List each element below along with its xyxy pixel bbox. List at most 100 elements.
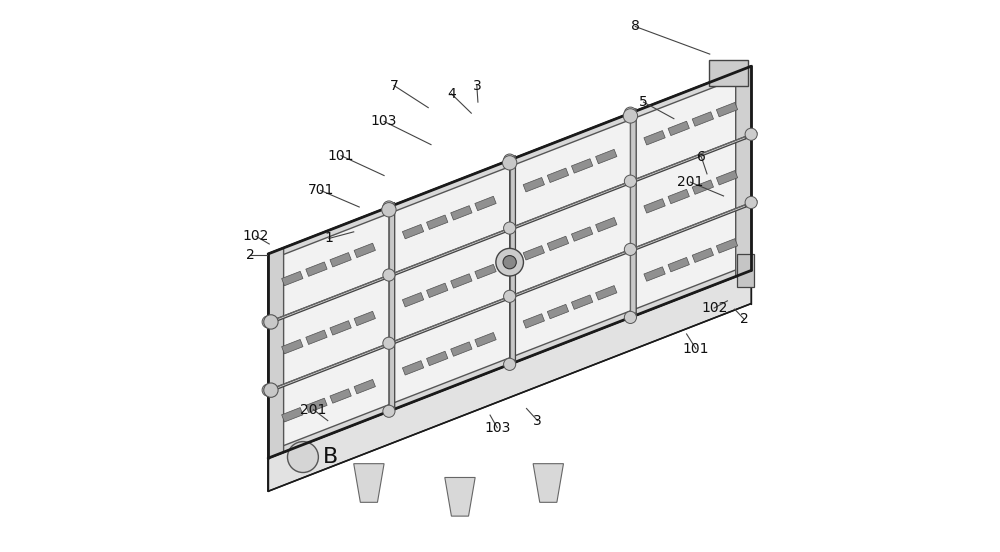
- Polygon shape: [596, 285, 617, 300]
- Circle shape: [503, 256, 516, 269]
- Text: 101: 101: [683, 342, 709, 356]
- Text: 7: 7: [390, 78, 398, 93]
- Text: 103: 103: [371, 114, 397, 129]
- Polygon shape: [547, 236, 569, 251]
- Text: 3: 3: [472, 78, 481, 93]
- Text: 8: 8: [631, 19, 640, 34]
- Polygon shape: [427, 283, 448, 298]
- Polygon shape: [354, 379, 375, 394]
- Text: B: B: [323, 447, 338, 467]
- Polygon shape: [547, 304, 569, 319]
- Polygon shape: [668, 257, 689, 272]
- Polygon shape: [402, 360, 424, 375]
- Circle shape: [504, 154, 516, 166]
- Circle shape: [383, 201, 395, 213]
- Text: 201: 201: [300, 402, 327, 417]
- Polygon shape: [668, 189, 689, 204]
- Circle shape: [745, 197, 757, 209]
- Polygon shape: [510, 359, 515, 367]
- Polygon shape: [268, 66, 751, 458]
- Circle shape: [496, 248, 523, 276]
- Polygon shape: [268, 66, 751, 261]
- Polygon shape: [716, 171, 738, 185]
- Polygon shape: [282, 407, 303, 422]
- Polygon shape: [306, 262, 327, 277]
- Polygon shape: [330, 253, 351, 267]
- Text: 701: 701: [307, 183, 334, 198]
- Polygon shape: [571, 227, 593, 241]
- Polygon shape: [596, 217, 617, 232]
- Polygon shape: [630, 312, 636, 320]
- Circle shape: [383, 405, 395, 417]
- Polygon shape: [716, 103, 738, 117]
- Polygon shape: [736, 66, 751, 277]
- Circle shape: [383, 337, 395, 349]
- Polygon shape: [389, 406, 395, 413]
- Polygon shape: [709, 60, 748, 86]
- Circle shape: [504, 290, 516, 302]
- Circle shape: [262, 384, 274, 396]
- Circle shape: [264, 315, 278, 329]
- Text: 1: 1: [324, 231, 333, 246]
- Polygon shape: [523, 314, 544, 328]
- Polygon shape: [475, 264, 496, 279]
- Polygon shape: [533, 464, 563, 502]
- Polygon shape: [451, 206, 472, 220]
- Circle shape: [502, 156, 517, 170]
- Polygon shape: [510, 155, 515, 162]
- Polygon shape: [268, 203, 751, 392]
- Polygon shape: [644, 267, 665, 281]
- Text: 103: 103: [484, 421, 510, 435]
- Polygon shape: [445, 477, 475, 516]
- Polygon shape: [268, 134, 751, 325]
- Polygon shape: [330, 321, 351, 335]
- Circle shape: [382, 203, 396, 217]
- Polygon shape: [571, 159, 593, 173]
- Polygon shape: [716, 238, 738, 253]
- Polygon shape: [354, 243, 375, 258]
- Polygon shape: [571, 295, 593, 309]
- Circle shape: [623, 109, 638, 123]
- Text: 2: 2: [246, 248, 255, 262]
- Polygon shape: [737, 254, 754, 287]
- Circle shape: [624, 107, 636, 119]
- Polygon shape: [745, 200, 757, 207]
- Polygon shape: [475, 197, 496, 211]
- Polygon shape: [354, 464, 384, 502]
- Circle shape: [504, 358, 516, 370]
- Polygon shape: [427, 215, 448, 230]
- Text: 2: 2: [740, 312, 748, 326]
- Text: 3: 3: [533, 413, 542, 428]
- Polygon shape: [451, 274, 472, 288]
- Circle shape: [624, 311, 636, 323]
- Polygon shape: [306, 330, 327, 344]
- Circle shape: [504, 222, 516, 234]
- Circle shape: [262, 316, 274, 328]
- Polygon shape: [451, 342, 472, 356]
- Polygon shape: [692, 248, 714, 262]
- Polygon shape: [427, 351, 448, 365]
- Text: 201: 201: [677, 175, 704, 189]
- Polygon shape: [630, 108, 636, 115]
- Polygon shape: [644, 131, 665, 145]
- Text: 6: 6: [697, 150, 706, 164]
- Text: 101: 101: [328, 148, 354, 163]
- Polygon shape: [268, 270, 751, 491]
- Circle shape: [383, 269, 395, 281]
- Polygon shape: [630, 111, 636, 317]
- Circle shape: [264, 383, 278, 397]
- Polygon shape: [282, 272, 303, 286]
- Circle shape: [287, 442, 318, 473]
- Text: 102: 102: [243, 229, 269, 243]
- Polygon shape: [523, 178, 544, 192]
- Polygon shape: [668, 121, 689, 136]
- Polygon shape: [745, 132, 757, 139]
- Circle shape: [624, 243, 636, 256]
- Polygon shape: [268, 248, 284, 458]
- Polygon shape: [510, 158, 515, 364]
- Polygon shape: [306, 398, 327, 412]
- Text: 4: 4: [447, 87, 456, 101]
- Polygon shape: [692, 180, 714, 194]
- Polygon shape: [268, 264, 751, 458]
- Polygon shape: [389, 202, 395, 209]
